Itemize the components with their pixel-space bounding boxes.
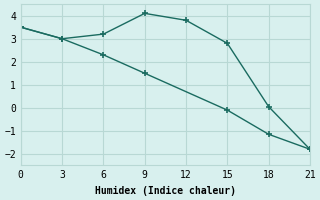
X-axis label: Humidex (Indice chaleur): Humidex (Indice chaleur) [95,186,236,196]
